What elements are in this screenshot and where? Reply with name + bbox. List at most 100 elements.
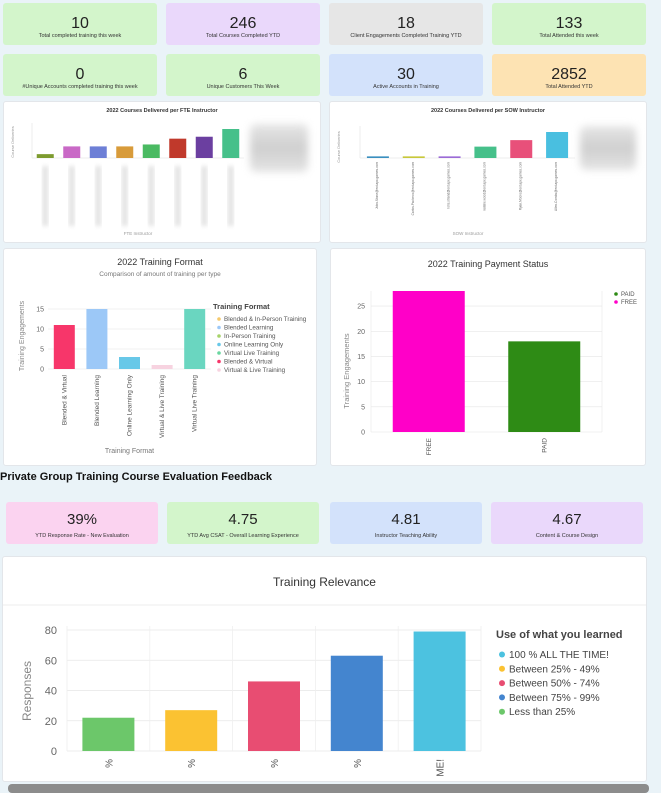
bar <box>36 154 54 158</box>
y-tick-label: 0 <box>51 746 57 758</box>
blurred-tick-label <box>121 166 128 226</box>
bar <box>222 129 240 158</box>
format-chart-title: 2022 Training Format <box>117 257 203 267</box>
x-tick-label: Blended Learning <box>94 375 101 426</box>
y-axis-label: Training Engagements <box>19 300 26 371</box>
kpi-card: 4.81 Instructor Teaching Ability <box>330 502 482 544</box>
section-title: Private Group Training Course Evaluation… <box>0 471 273 483</box>
payment-chart-plot: 0 5 10 15 20 25 FREE PAID Training Engagements PA… <box>342 291 637 455</box>
kpi-value: 4.67 <box>552 511 582 528</box>
sow-chart-plot: John.Stone@ext.apx.games.com Carlos.Pache… <box>336 126 575 236</box>
kpi-card: 10 Total completed training this week <box>3 3 157 45</box>
legend-label: Virtual Live Training <box>224 350 280 357</box>
sow-chart-title: 2022 Courses Delivered per SOW Instructo… <box>430 108 545 114</box>
kpi-label: #Unique Accounts completed training this… <box>22 84 138 90</box>
y-tick-label: 25 <box>357 304 365 311</box>
bar <box>508 341 581 432</box>
kpi-card: 30 Active Accounts in Training <box>329 54 483 96</box>
kpi-label: Total completed training this week <box>38 33 122 39</box>
kpi-card: 6 Unique Customers This Week <box>166 54 320 96</box>
x-tick-label: % <box>270 759 281 768</box>
bar <box>86 309 108 369</box>
kpi-card: 246 Total Courses Completed YTD <box>166 3 320 45</box>
y-tick-label: 0 <box>40 367 44 374</box>
payment-chart-title: 2022 Training Payment Status <box>427 259 549 269</box>
kpi-value: 4.81 <box>391 511 421 528</box>
bar <box>89 146 107 158</box>
legend-marker <box>217 325 221 330</box>
kpi-label: Instructor Teaching Ability <box>374 533 438 539</box>
legend-title: Use of what you learned <box>496 629 623 641</box>
bar <box>438 156 461 158</box>
bar <box>510 140 533 158</box>
kpi-card: 39% YTD Response Rate - New Evaluation <box>6 502 158 544</box>
legend-label: PAID <box>621 292 635 298</box>
y-tick-label: 20 <box>45 716 57 728</box>
kpi-label: Unique Customers This Week <box>206 84 280 90</box>
x-tick-label: Virtual & Live Training <box>159 375 166 438</box>
x-tick-label: Blended & Virtual <box>61 374 68 425</box>
relevance-chart-plot: 0 20 40 60 80%%%% ME! Responses Use of what you… <box>3 604 646 777</box>
y-tick-label: 40 <box>45 686 57 698</box>
x-axis-label: SOW Instructor <box>453 231 484 236</box>
kpi-label: YTD Avg CSAT - Overall Learning Experien… <box>187 533 299 539</box>
y-axis-label: Course Deliveries <box>10 126 15 158</box>
bar <box>413 631 466 751</box>
horizontal-scrollbar[interactable] <box>8 784 649 793</box>
bar <box>116 146 134 158</box>
format-chart-subtitle: Comparison of amount of training per typ… <box>99 271 221 278</box>
y-tick-label: 15 <box>36 307 44 314</box>
legend-label: Between 25% - 49% <box>509 664 600 675</box>
kpi-label: Content & Course Design <box>535 533 599 539</box>
x-tick-label: FREE <box>426 437 433 455</box>
bar <box>63 146 81 158</box>
bar <box>330 655 383 751</box>
bar <box>142 144 160 158</box>
x-tick-label: PAID <box>541 438 548 453</box>
kpi-card: 4.67 Content & Course Design <box>491 502 643 544</box>
kpi-value: 4.75 <box>228 511 258 528</box>
kpi-label: Client Engagements Completed Training YT… <box>350 33 462 39</box>
legend-title: Training Format <box>213 302 270 311</box>
bar <box>151 365 173 369</box>
kpi-value: 30 <box>397 66 415 83</box>
blurred-tick-label <box>95 166 102 226</box>
y-tick-label: 5 <box>361 404 365 411</box>
kpi-value: 246 <box>229 15 257 32</box>
x-tick-label: natalie.wood@ext.apx.games.com <box>482 162 486 211</box>
x-tick-label: % <box>353 759 364 768</box>
bar <box>82 717 135 751</box>
legend-label: 100 % ALL THE TIME! <box>509 650 609 661</box>
legend-label: Between 50% - 74% <box>509 679 600 690</box>
payment-status-chart-card: 2022 Training Payment Status 0 5 10 15 20 25 F… <box>330 248 646 466</box>
legend-marker <box>499 680 505 687</box>
kpi-value: 0 <box>75 66 85 83</box>
y-tick-label: 15 <box>357 354 365 361</box>
kpi-value: 2852 <box>551 66 587 83</box>
bar <box>248 681 300 751</box>
x-tick-label: Carlos.Pacheco@ext.apx.games.com <box>411 162 415 216</box>
legend-label: Virtual & Live Training <box>224 367 286 374</box>
legend-marker <box>499 665 505 672</box>
legend-label: Less than 25% <box>509 707 575 718</box>
kpi-value: 133 <box>555 15 583 32</box>
legend-marker <box>614 292 618 296</box>
legend-marker <box>217 342 221 347</box>
kpi-label: Active Accounts in Training <box>373 84 439 90</box>
relevance-chart-title: Training Relevance <box>273 575 376 589</box>
bar <box>392 291 465 432</box>
bar <box>184 309 206 369</box>
blurred-legend <box>250 124 308 172</box>
fte-chart-plot: Course Deliveries FTE Instructor <box>10 123 244 236</box>
legend-marker <box>217 351 221 355</box>
kpi-label: Total Courses Completed YTD <box>205 33 281 39</box>
kpi-label: Total Attended YTD <box>545 84 593 90</box>
legend-label: Between 75% - 99% <box>509 693 600 704</box>
x-tick-label: Virtual Live Training <box>192 375 199 432</box>
y-tick-label: 5 <box>40 347 44 354</box>
kpi-card: 0 #Unique Accounts completed training thi… <box>3 54 157 96</box>
kpi-card: 4.75 YTD Avg CSAT - Overall Learning Expe… <box>167 502 319 544</box>
legend-marker <box>217 334 221 338</box>
x-tick-label: Allen.Combs@ext.apx.games.com <box>554 162 558 211</box>
blurred-tick-label <box>227 166 234 226</box>
